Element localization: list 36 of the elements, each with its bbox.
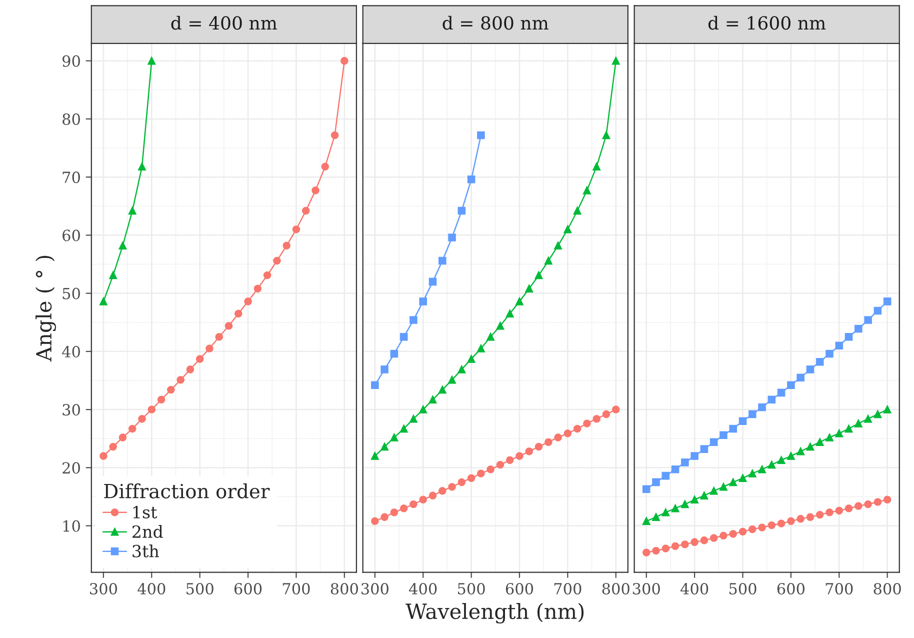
y-tick-label: 10	[63, 520, 80, 532]
x-tick-label: 700	[282, 582, 310, 595]
y-tick-label: 60	[62, 230, 80, 242]
y-tick-label: 20	[62, 462, 80, 474]
chart-title: d = 1600 nm	[708, 16, 826, 30]
x-tick-label: 400	[138, 582, 166, 595]
chart-title: d = 800 nm	[442, 16, 548, 30]
x-tick-label: 600	[234, 582, 262, 595]
x-tick-label: 600	[777, 582, 805, 595]
x-tick-label: 300	[361, 582, 388, 595]
y-tick-label: 50	[62, 288, 80, 300]
legend-label: 2nd	[132, 525, 163, 538]
x-tick-label: 700	[826, 582, 853, 595]
legend-title: Diffraction order	[104, 483, 270, 498]
y-tick-label: 90	[62, 55, 80, 67]
x-tick-label: 300	[632, 582, 660, 595]
x-tick-label: 800	[602, 582, 630, 595]
x-tick-label: 800	[874, 582, 901, 595]
y-tick-label: 40	[62, 346, 80, 358]
x-tick-label: 400	[408, 582, 437, 595]
x-tick-label: 300	[90, 582, 118, 595]
y-tick-label: 80	[62, 113, 80, 125]
x-axis-title: Wavelength (nm)	[406, 603, 584, 624]
x-tick-label: 500	[458, 582, 485, 595]
x-tick-label: 400	[680, 582, 708, 595]
legend-label: 3th	[132, 544, 159, 558]
y-axis-title: Angle ( ° )	[36, 256, 56, 362]
x-tick-label: 500	[729, 582, 756, 595]
y-tick-label: 30	[62, 404, 80, 416]
chart-title: d = 400 nm	[171, 16, 277, 30]
x-tick-label: 700	[554, 582, 582, 595]
legend-label: 1st	[133, 506, 158, 518]
x-tick-label: 500	[186, 582, 214, 595]
x-tick-label: 600	[506, 582, 534, 595]
x-tick-label: 800	[330, 582, 358, 595]
y-tick-label: 70	[62, 172, 80, 184]
